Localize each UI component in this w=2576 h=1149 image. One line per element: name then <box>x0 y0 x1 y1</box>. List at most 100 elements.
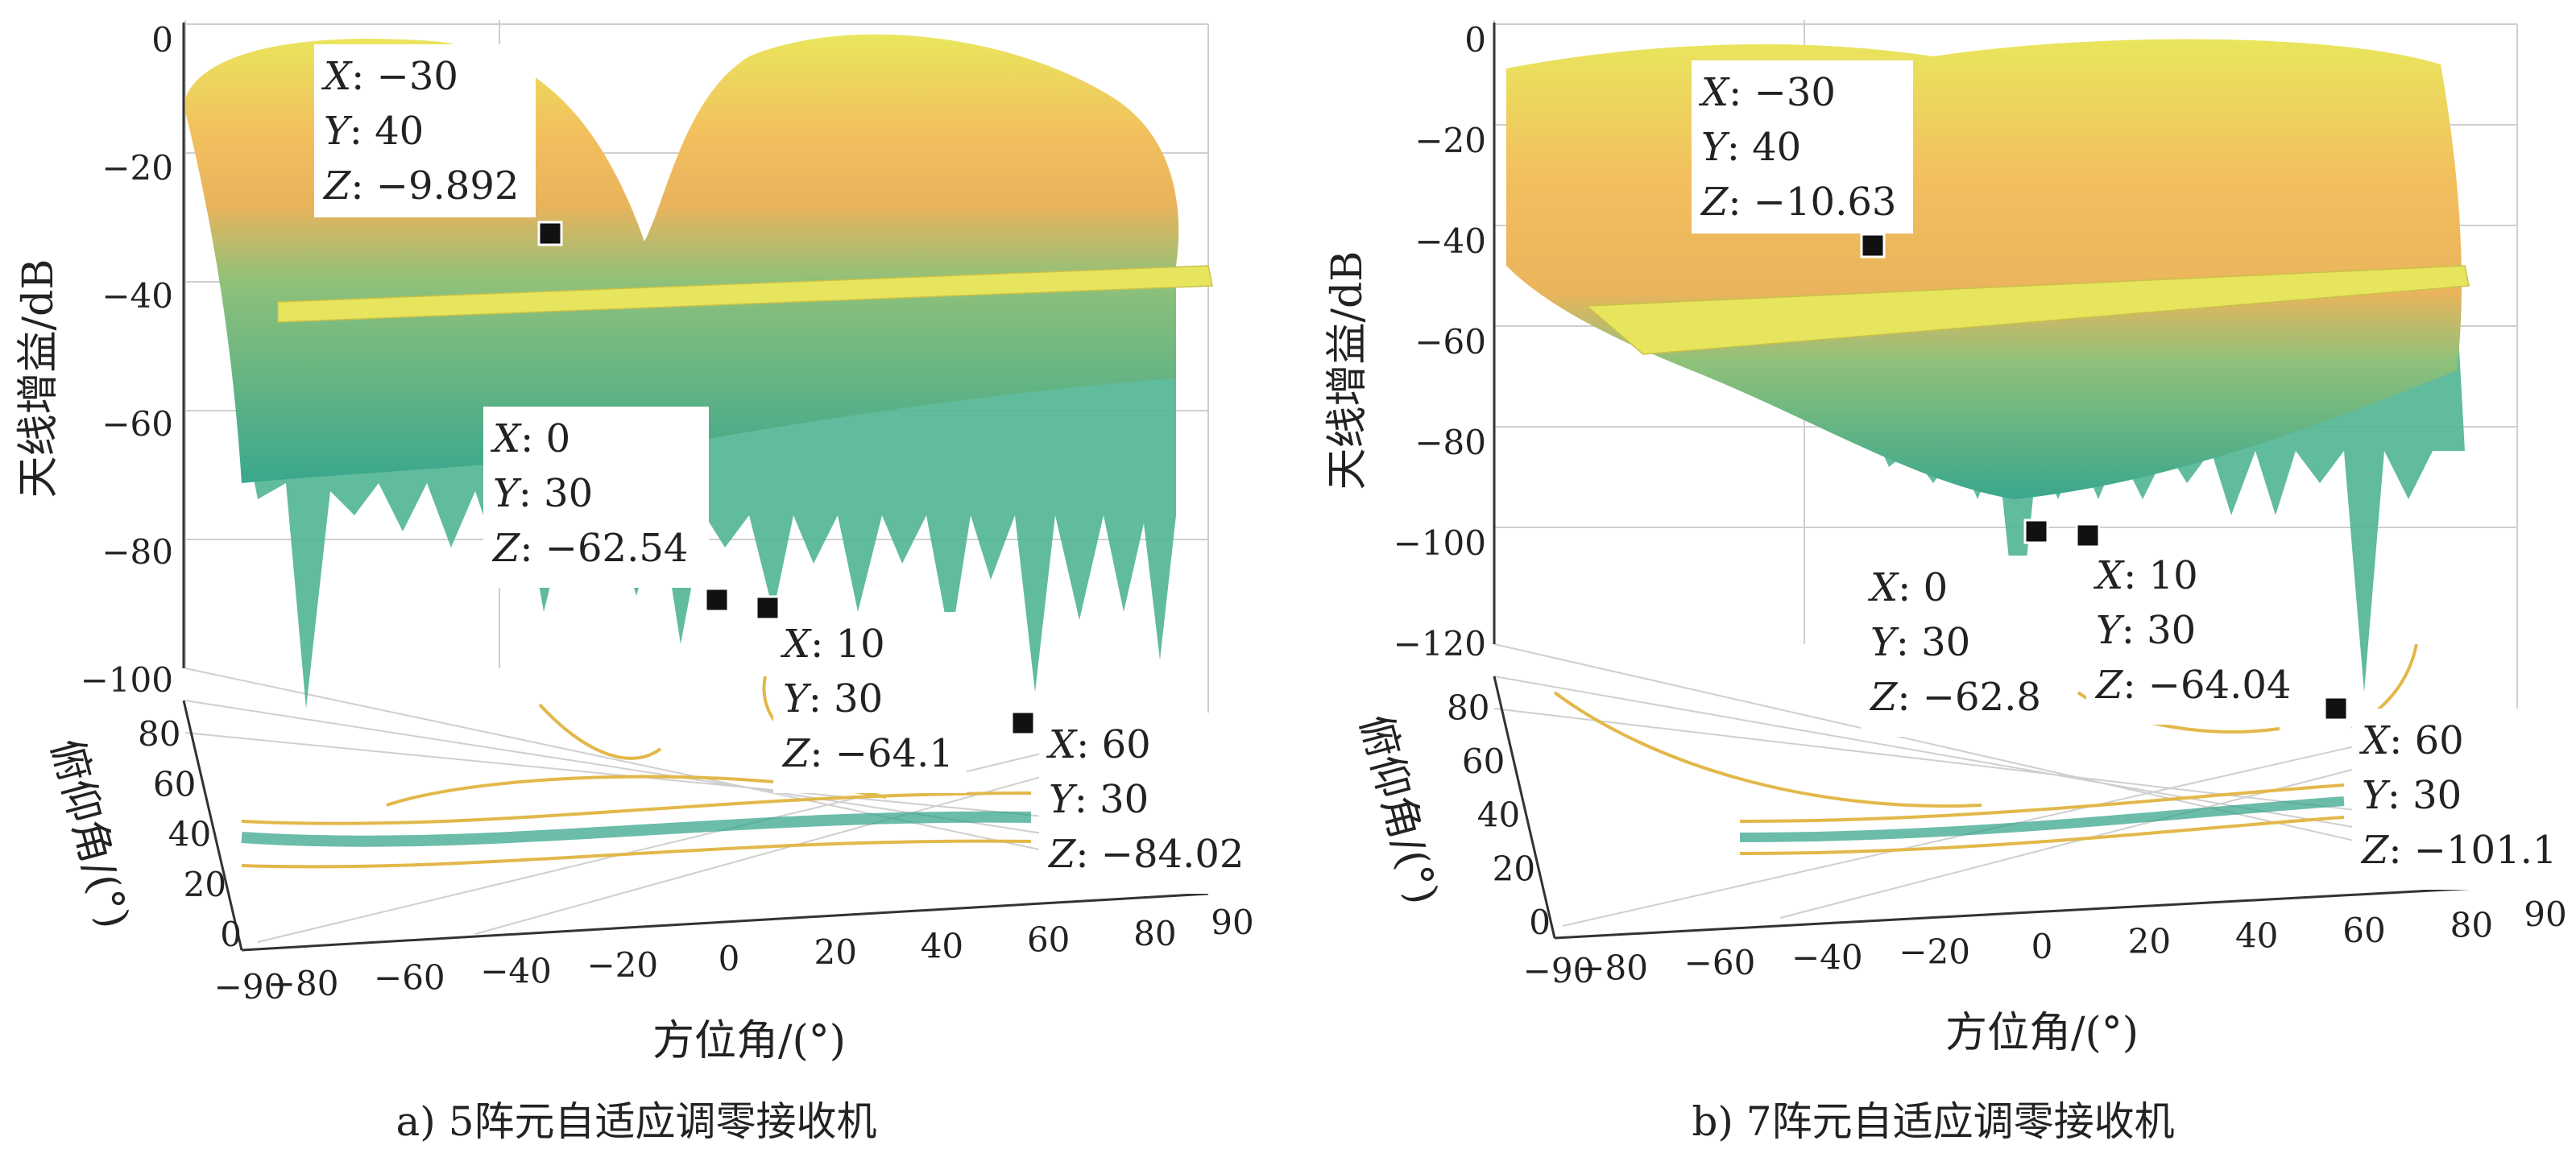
datatip-line-y: Y: 30 <box>2096 608 2196 653</box>
datatip: X: 0 Y: 30 Z: −62.8 <box>1861 556 2062 737</box>
x-tick-label: −20 <box>586 945 658 985</box>
caption-a: a) 5阵元自适应调零接收机 <box>396 1098 876 1145</box>
z-tick-label: −60 <box>1414 322 1486 362</box>
caption-b: b) 7阵元自适应调零接收机 <box>1692 1098 2174 1145</box>
datatip-line-z: Z: −64.04 <box>2094 663 2291 708</box>
datatip: X: 0 Y: 30 Z: −62.54 <box>483 407 709 588</box>
datatip-marker[interactable] <box>755 595 781 621</box>
datatip-line-y: Y: 40 <box>1701 125 1801 170</box>
x-tick-label: 80 <box>2450 905 2493 944</box>
datatip-line-y: Y: 30 <box>1049 777 1149 822</box>
y-tick-label: 60 <box>153 764 196 804</box>
z-tick-label: −20 <box>101 148 173 188</box>
panel-b: 0−20−40−60−80−100−120 −90−80 −60 −40 −20 0 20… <box>1323 20 2567 1145</box>
y-tick-label: 80 <box>138 714 180 754</box>
datatip-box <box>1692 60 1913 234</box>
datatip-line-x: X: −30 <box>1698 70 1836 115</box>
y-tick-label: 40 <box>1477 796 1520 835</box>
x-tick-label: −40 <box>480 952 552 991</box>
y-ticks-a: 0 20 40 60 80 <box>138 714 242 954</box>
datatip-line-x: X: −30 <box>321 54 458 99</box>
datatip-line-z: Z: −9.892 <box>322 163 519 209</box>
datatip-line-z: Z: −64.1 <box>781 731 954 776</box>
panel-a: 0−20−40−60−80−100 −90−80 −60 −40 −20 0 20 40 60… <box>14 20 1254 1145</box>
x-tick-label: 0 <box>2031 927 2053 966</box>
z-tick-label: −80 <box>1414 423 1486 462</box>
datatip-line-y: Y: 30 <box>1870 620 1970 665</box>
y-tick-label: 0 <box>220 915 242 954</box>
datatip-line-z: Z: −62.54 <box>491 526 688 571</box>
y-tick-label: 20 <box>1493 849 1535 888</box>
y-ticks-b: 0 20 40 60 80 <box>1447 688 1551 942</box>
axes-b <box>1493 23 2522 940</box>
z-tick-label: 0 <box>151 20 173 60</box>
datatip-line-y: Y: 30 <box>2362 773 2462 818</box>
x-tick-label: −20 <box>1899 932 1970 972</box>
y-axis-label-a: 俯仰角/(°) <box>41 734 138 933</box>
datatip-marker[interactable] <box>1010 710 1036 736</box>
x-tick-label: 80 <box>1133 914 1176 953</box>
datatip-line-y: Y: 40 <box>324 109 424 154</box>
x-tick-label: −60 <box>1684 943 1756 982</box>
z-ticks-a: 0 −20 −40 −60 −80 −100 <box>81 20 173 700</box>
datatip-line-z: Z: −101.1 <box>2360 828 2557 873</box>
z-tick-label: −40 <box>101 276 173 316</box>
y-tick-label: 0 <box>1529 903 1551 942</box>
x-tick-label: 90 <box>1211 903 1253 942</box>
datatip: X: −30 Y: 40 Z: −9.892 <box>314 44 536 217</box>
z-tick-label: −60 <box>101 404 173 444</box>
datatip-line-x: X: 10 <box>2093 553 2198 598</box>
datatip: X: 10 Y: 30 Z: −64.1 <box>773 612 967 793</box>
datatips-b: X: −30Y: 40Z: −10.63X: 0Y: 30Z: −62.8X: … <box>1692 60 2566 890</box>
datatip-box <box>2352 709 2566 890</box>
surface-ridge-a <box>277 265 1213 323</box>
datatip-box <box>483 407 709 588</box>
datatip-marker[interactable] <box>2023 519 2049 544</box>
x-tick-label: 90 <box>2524 895 2566 934</box>
datatip: X: 60 Y: 30 Z: −84.02 <box>1039 713 1253 894</box>
x-tick-label: −90 <box>1523 951 1595 990</box>
x-tick-label: 0 <box>719 939 740 978</box>
x-tick-label: 20 <box>2128 921 2171 961</box>
x-axis-label-a: 方位角/(°) <box>652 1017 846 1065</box>
x-tick-label: −40 <box>1791 937 1863 977</box>
z-axis-label-a: 天线增益/dB <box>14 258 63 498</box>
z-tick-label: −20 <box>1414 121 1486 160</box>
datatip-line-x: X: 60 <box>1046 722 1151 767</box>
y-axis-label-b: 俯仰角/(°) <box>1350 710 1447 909</box>
datatip-marker[interactable] <box>1860 233 1886 258</box>
x-ticks-b: −90−80 −60 −40 −20 0 20 40 60 80 90 <box>1523 895 2567 990</box>
datatip-line-z: Z: −10.63 <box>1700 180 1896 225</box>
z-tick-label: −100 <box>81 660 173 700</box>
datatip-line-x: X: 0 <box>1867 565 1948 610</box>
datatip-marker[interactable] <box>537 221 563 246</box>
datatip-box <box>314 44 536 217</box>
datatip-box <box>773 612 967 793</box>
x-tick-label: −80 <box>1576 949 1648 988</box>
x-tick-label: 40 <box>2235 916 2278 956</box>
datatip-line-x: X: 10 <box>780 622 885 667</box>
datatip: X: −30 Y: 40 Z: −10.63 <box>1692 60 1913 234</box>
datatip-line-x: X: 0 <box>490 416 570 461</box>
datatip: X: 10 Y: 30 Z: −64.04 <box>2086 544 2316 725</box>
datatip-box <box>2086 544 2316 725</box>
x-tick-label: −80 <box>267 964 339 1003</box>
datatip-line-y: Y: 30 <box>493 471 593 516</box>
datatip-line-z: Z: −84.02 <box>1047 832 1244 877</box>
z-tick-label: −80 <box>101 532 173 572</box>
datatip-box <box>1039 713 1253 894</box>
datatip: X: 60 Y: 30 Z: −101.1 <box>2352 709 2566 890</box>
datatip-marker[interactable] <box>2075 523 2101 548</box>
y-tick-label: 20 <box>184 865 226 904</box>
x-ticks-a: −90−80 −60 −40 −20 0 20 40 60 80 90 <box>214 903 1254 1006</box>
z-ticks-b: 0 −20 −40 −60 −80 −100 −120 <box>1394 20 1486 663</box>
datatip-box <box>1861 556 2062 737</box>
datatip-marker[interactable] <box>2323 696 2349 721</box>
datatip-line-z: Z: −62.8 <box>1869 675 2041 720</box>
z-tick-label: 0 <box>1464 20 1486 60</box>
datatip-marker[interactable] <box>704 587 730 613</box>
y-tick-label: 60 <box>1462 742 1505 781</box>
x-axis-label-b: 方位角/(°) <box>1945 1009 2139 1057</box>
